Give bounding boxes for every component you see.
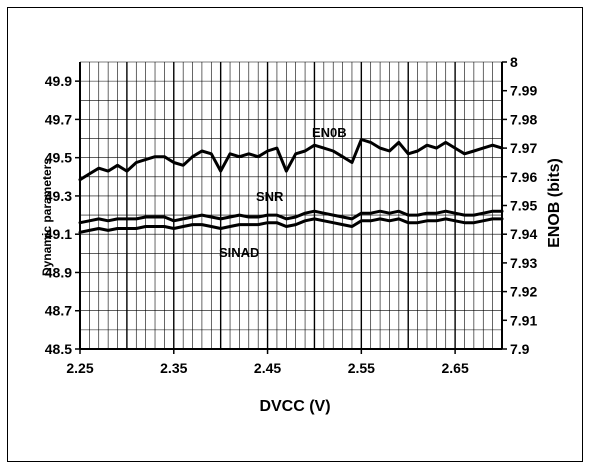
grid bbox=[79, 61, 503, 350]
right-tick-label: 7.97 bbox=[510, 140, 537, 156]
left-axis-title: Dynamic parameters bbox=[40, 158, 54, 276]
right-tick-label: 8 bbox=[510, 54, 518, 70]
right-axis-title: ENOB (bits) bbox=[546, 158, 563, 248]
left-tick-label: 48.7 bbox=[45, 303, 72, 319]
x-tick-label: 2.55 bbox=[348, 360, 375, 376]
left-tick-label: 49.1 bbox=[45, 226, 72, 242]
left-tick-label: 49.5 bbox=[45, 150, 72, 166]
right-tick-label: 7.9 bbox=[510, 341, 530, 357]
x-axis-title: DVCC (V) bbox=[259, 398, 330, 415]
right-tick-label: 7.91 bbox=[510, 312, 537, 328]
right-tick-label: 7.92 bbox=[510, 284, 537, 300]
series-layer bbox=[78, 138, 504, 234]
tick-labels: 48.5 48.7 48.9 49.1 49.3 49.5 49.7 49.9 7.9 7.91 7… bbox=[45, 54, 538, 376]
series-label-enob: EN0B bbox=[312, 125, 347, 140]
left-tick-label: 49.3 bbox=[45, 188, 72, 204]
right-tick-label: 7.99 bbox=[510, 83, 537, 99]
right-tick-label: 7.96 bbox=[510, 169, 537, 185]
x-tick-label: 2.65 bbox=[441, 360, 468, 376]
left-tick-label: 49.9 bbox=[45, 73, 72, 89]
series-label-snr: SNR bbox=[256, 189, 284, 204]
left-tick-label: 49.7 bbox=[45, 111, 72, 127]
x-tick-label: 2.25 bbox=[66, 360, 93, 376]
x-tick-label: 2.45 bbox=[254, 360, 281, 376]
x-tick-label: 2.35 bbox=[160, 360, 187, 376]
chart-frame bbox=[7, 7, 583, 462]
right-tick-label: 7.95 bbox=[510, 198, 537, 214]
right-tick-label: 7.98 bbox=[510, 111, 537, 127]
axes bbox=[75, 61, 507, 354]
series-line-sinad bbox=[78, 217, 504, 234]
left-tick-label: 48.5 bbox=[45, 341, 72, 357]
right-tick-label: 7.93 bbox=[510, 255, 537, 271]
series-label-sinad: SINAD bbox=[219, 245, 259, 260]
series-line-enob bbox=[78, 138, 504, 182]
series-line-snr bbox=[78, 209, 504, 225]
right-tick-label: 7.94 bbox=[510, 226, 537, 242]
left-tick-label: 48.9 bbox=[45, 264, 72, 280]
